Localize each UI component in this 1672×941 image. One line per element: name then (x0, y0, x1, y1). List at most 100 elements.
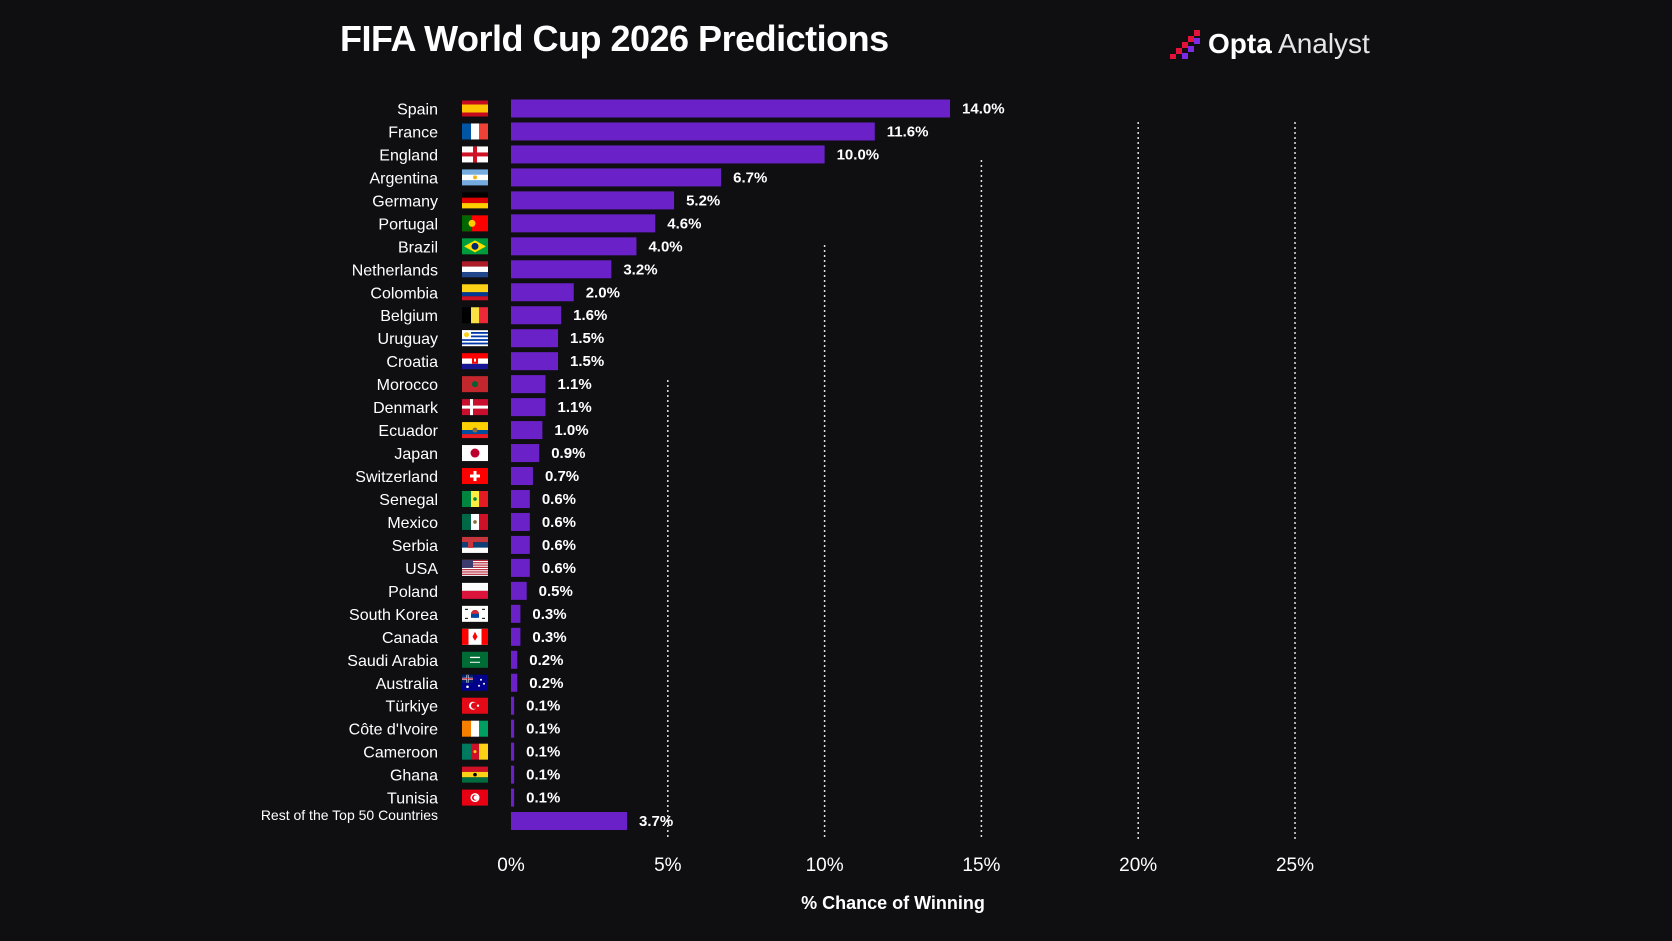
value-label: 14.0% (962, 101, 1005, 118)
flag-ca-icon (462, 628, 488, 645)
bar (511, 375, 546, 394)
flag-mx-icon (462, 513, 488, 530)
flag-part (462, 573, 488, 575)
bar (511, 214, 656, 233)
flag-part (462, 559, 473, 568)
bar (511, 260, 612, 279)
flag-part (462, 363, 488, 370)
flag-part (479, 513, 488, 530)
bar (511, 352, 559, 371)
country-label: Serbia (392, 538, 438, 555)
country-label: Rest of the Top 50 Countries (261, 807, 438, 823)
flag-part (462, 562, 488, 564)
flag-sn-icon (462, 490, 488, 507)
country-label: USA (405, 561, 438, 578)
country-label: Türkiye (386, 699, 439, 716)
flag-uy-icon (462, 330, 488, 347)
country-label: Netherlands (352, 262, 438, 279)
flag-part (468, 219, 476, 227)
flag-part (462, 405, 488, 409)
country-label: Croatia (386, 354, 438, 371)
row-labels: Spain France England Argentina Germany Portug… (261, 102, 439, 824)
flag-part (468, 540, 473, 548)
bar (511, 581, 527, 600)
flag-hr-icon (462, 353, 488, 370)
bar (511, 489, 530, 508)
bar (511, 145, 825, 164)
flag-co-icon (462, 284, 488, 301)
bar (511, 237, 637, 256)
value-labels: 14.0% 11.6% 10.0% 6.7% 5.2% 4.6% 4.0% 3.2%2.0% 1… (526, 101, 1004, 831)
country-label: Portugal (378, 216, 438, 233)
bar (511, 673, 518, 692)
x-ticks: 0% 5% 10% 15% 20% 25% (497, 855, 1314, 876)
flag-tn-icon (462, 789, 488, 806)
bar (511, 444, 540, 463)
flag-part (462, 547, 488, 553)
flag-ch-icon (462, 468, 488, 485)
flag-cm-icon (462, 743, 488, 760)
brand-light: Analyst (1278, 28, 1370, 59)
flag-part (471, 123, 479, 140)
country-label: Belgium (380, 308, 438, 325)
flag-part (464, 332, 469, 338)
bar (511, 627, 521, 646)
flag-jp-icon (462, 445, 488, 462)
bar (511, 306, 562, 325)
flag-part (462, 271, 488, 278)
bar (511, 696, 515, 715)
country-label: Morocco (377, 377, 438, 394)
flag-part (462, 266, 488, 272)
flag-dk-icon (462, 399, 488, 416)
flag-au-icon (462, 674, 488, 691)
flag-fr-icon (462, 123, 488, 140)
flag-part (462, 777, 488, 783)
flag-part (462, 353, 488, 359)
flag-part (471, 720, 479, 737)
flag-de-icon (462, 192, 488, 209)
flag-rs-icon (462, 536, 488, 553)
gridlines (667, 122, 1296, 840)
flag-part (462, 292, 488, 297)
flag-part (480, 678, 482, 681)
flag-part (462, 564, 488, 566)
country-label: Argentina (370, 170, 439, 187)
bar (511, 535, 530, 554)
country-label: Spain (397, 102, 438, 119)
country-label: Cameroon (363, 745, 438, 762)
flag-part (462, 513, 471, 530)
value-label: 0.6% (542, 491, 576, 508)
value-label: 0.1% (526, 744, 560, 761)
flag-part (479, 743, 488, 760)
flag-gh-icon (462, 766, 488, 783)
country-label: Canada (382, 630, 438, 647)
country-label: South Korea (349, 607, 438, 624)
country-label: Japan (394, 446, 438, 463)
flag-part (479, 720, 488, 737)
flag-tr-icon (462, 697, 488, 714)
flag-part (472, 381, 478, 388)
x-tick-label: 25% (1276, 855, 1314, 876)
flag-part (462, 197, 488, 204)
country-label: Senegal (379, 492, 438, 509)
bar (511, 283, 574, 302)
flag-part (462, 203, 488, 209)
value-label: 10.0% (837, 146, 880, 163)
flag-part (462, 571, 488, 573)
bar (511, 650, 518, 669)
bar (511, 558, 530, 577)
value-label: 1.6% (573, 307, 607, 324)
country-label: Poland (388, 584, 438, 601)
bar (511, 719, 515, 738)
flag-part (465, 617, 468, 619)
country-label: Ghana (390, 768, 438, 785)
flag-part (471, 613, 479, 618)
flag-part (462, 123, 471, 140)
bar (511, 467, 533, 486)
flag-part (462, 261, 488, 267)
flag-part (479, 490, 488, 507)
x-tick-label: 0% (497, 855, 525, 876)
flag-part (470, 661, 480, 663)
country-label: England (379, 147, 438, 164)
flag-part (483, 682, 485, 685)
